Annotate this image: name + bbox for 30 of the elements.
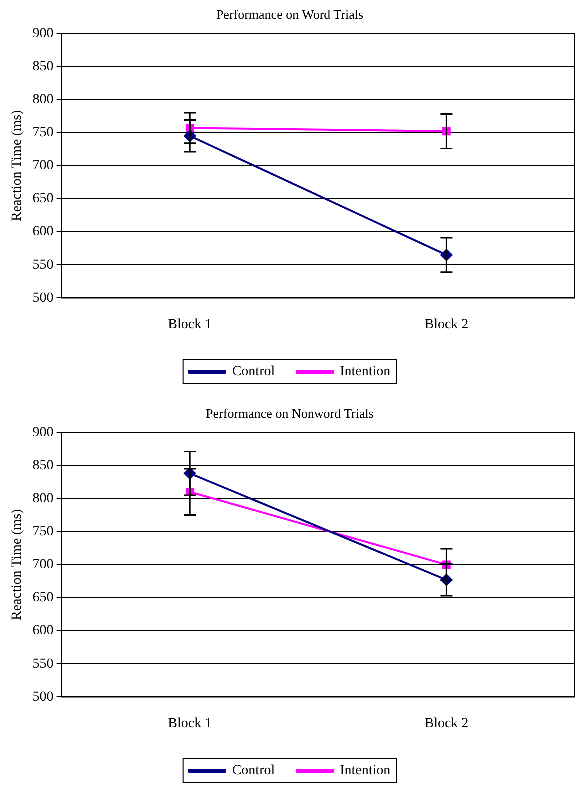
x-tick-label: Block 2 [424, 716, 469, 732]
y-tick-label: 600 [32, 224, 54, 240]
y-tick-label: 650 [32, 590, 54, 606]
y-tick-label: 500 [32, 290, 54, 306]
chart-title: Performance on Nonword Trials [206, 406, 374, 422]
y-tick-label: 800 [32, 92, 54, 108]
x-tick-label: Block 2 [424, 317, 469, 332]
y-tick-label: 500 [32, 690, 54, 705]
y-tick-label: 850 [32, 59, 54, 74]
y-tick-label: 700 [32, 158, 54, 174]
y-tick-label: 650 [32, 192, 54, 207]
y-tick-label: 850 [32, 458, 54, 474]
y-tick-label: 900 [32, 425, 54, 440]
chart-title: Performance on Word Trials [216, 7, 364, 22]
y-tick-label: 900 [32, 26, 54, 42]
legend-label: Intention [340, 764, 391, 779]
y-tick-label: 600 [32, 624, 54, 639]
y-tick-label: 550 [32, 656, 54, 672]
y-tick-label: 750 [32, 125, 54, 140]
x-tick-label: Block 1 [168, 716, 212, 732]
y-tick-label: 800 [32, 491, 54, 506]
y-tick-label: 750 [32, 524, 54, 540]
y-tick-label: 550 [32, 258, 54, 273]
y-tick-label: 700 [32, 558, 54, 573]
legend-label: Control [232, 764, 276, 779]
x-tick-label: Block 1 [168, 317, 212, 332]
legend-label: Intention [340, 364, 391, 380]
legend-label: Control [232, 364, 276, 380]
y-axis-title: Reaction Time (ms) [10, 110, 26, 222]
y-axis-title: Reaction Time (ms) [10, 508, 26, 621]
